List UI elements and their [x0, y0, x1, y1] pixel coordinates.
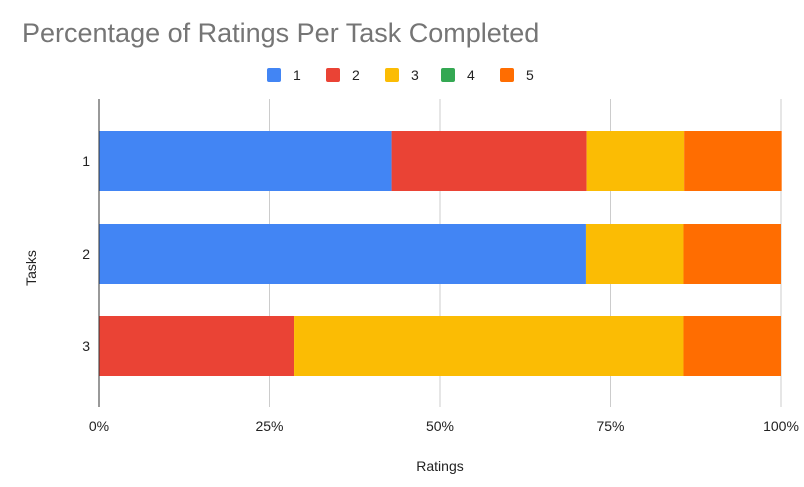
x-axis-label: Ratings [416, 458, 463, 474]
bar-task-2-rating-3 [585, 224, 684, 284]
x-tick-label: 50% [426, 418, 454, 434]
legend-label: 4 [467, 67, 475, 83]
bar-task-2-rating-1 [99, 224, 586, 284]
chart-title: Percentage of Ratings Per Task Completed [22, 18, 540, 48]
legend-label: 3 [411, 67, 419, 83]
y-tick-label: 3 [82, 338, 90, 354]
legend-swatch [441, 68, 455, 82]
y-tick-label: 2 [82, 246, 90, 262]
legend-label: 1 [293, 67, 301, 83]
x-tick-label: 0% [89, 418, 109, 434]
x-tick-label: 100% [763, 418, 799, 434]
bar-task-3-rating-3 [294, 316, 684, 376]
x-tick-label: 25% [255, 418, 283, 434]
x-tick-labels: 0% 25% 50% 75% 100% [89, 418, 799, 434]
legend-swatch [385, 68, 399, 82]
y-tick-labels: 1 2 3 [82, 153, 90, 354]
bars [99, 131, 782, 376]
legend: 1 2 3 4 5 [267, 67, 534, 83]
legend-label: 2 [352, 67, 360, 83]
bar-task-1-rating-1 [99, 131, 392, 191]
legend-label: 5 [526, 67, 534, 83]
bar-task-3-rating-2 [99, 316, 295, 376]
y-tick-label: 1 [82, 153, 90, 169]
bar-task-2-rating-5 [683, 224, 781, 284]
y-axis-label: Tasks [23, 250, 39, 286]
bar-task-1-rating-5 [684, 131, 782, 191]
legend-swatch [267, 68, 281, 82]
bar-task-1-rating-2 [391, 131, 587, 191]
bar-task-1-rating-3 [586, 131, 685, 191]
bar-task-3-rating-5 [683, 316, 781, 376]
legend-swatch [500, 68, 514, 82]
x-tick-label: 75% [596, 418, 624, 434]
legend-swatch [326, 68, 340, 82]
